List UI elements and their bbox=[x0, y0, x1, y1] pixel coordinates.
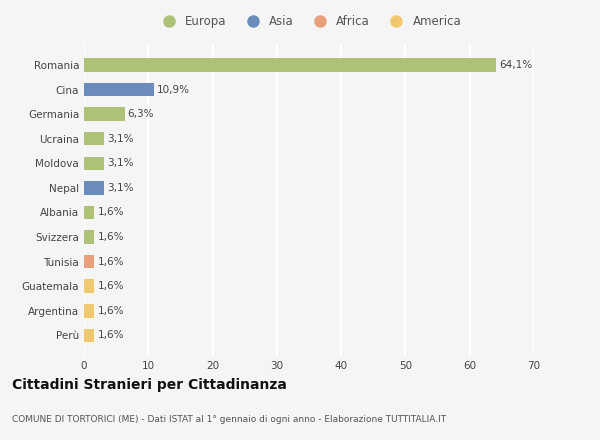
Text: 1,6%: 1,6% bbox=[98, 330, 124, 341]
Bar bbox=[84, 157, 104, 170]
Text: 1,6%: 1,6% bbox=[98, 232, 124, 242]
Bar bbox=[84, 304, 94, 318]
Text: Cittadini Stranieri per Cittadinanza: Cittadini Stranieri per Cittadinanza bbox=[12, 378, 287, 392]
Bar bbox=[84, 206, 94, 219]
Text: 3,1%: 3,1% bbox=[107, 158, 134, 169]
Text: 1,6%: 1,6% bbox=[98, 257, 124, 267]
Text: 6,3%: 6,3% bbox=[128, 109, 154, 119]
Text: COMUNE DI TORTORICI (ME) - Dati ISTAT al 1° gennaio di ogni anno - Elaborazione : COMUNE DI TORTORICI (ME) - Dati ISTAT al… bbox=[12, 415, 446, 425]
Text: 1,6%: 1,6% bbox=[98, 281, 124, 291]
Bar bbox=[84, 181, 104, 194]
Bar bbox=[84, 58, 496, 72]
Bar bbox=[84, 83, 154, 96]
Bar bbox=[84, 132, 104, 146]
Bar bbox=[84, 107, 125, 121]
Bar bbox=[84, 230, 94, 244]
Bar bbox=[84, 255, 94, 268]
Bar bbox=[84, 279, 94, 293]
Text: 1,6%: 1,6% bbox=[98, 208, 124, 217]
Text: 3,1%: 3,1% bbox=[107, 183, 134, 193]
Text: 1,6%: 1,6% bbox=[98, 306, 124, 316]
Legend: Europa, Asia, Africa, America: Europa, Asia, Africa, America bbox=[154, 12, 464, 30]
Text: 3,1%: 3,1% bbox=[107, 134, 134, 144]
Bar bbox=[84, 329, 94, 342]
Text: 64,1%: 64,1% bbox=[499, 60, 532, 70]
Text: 10,9%: 10,9% bbox=[157, 84, 190, 95]
